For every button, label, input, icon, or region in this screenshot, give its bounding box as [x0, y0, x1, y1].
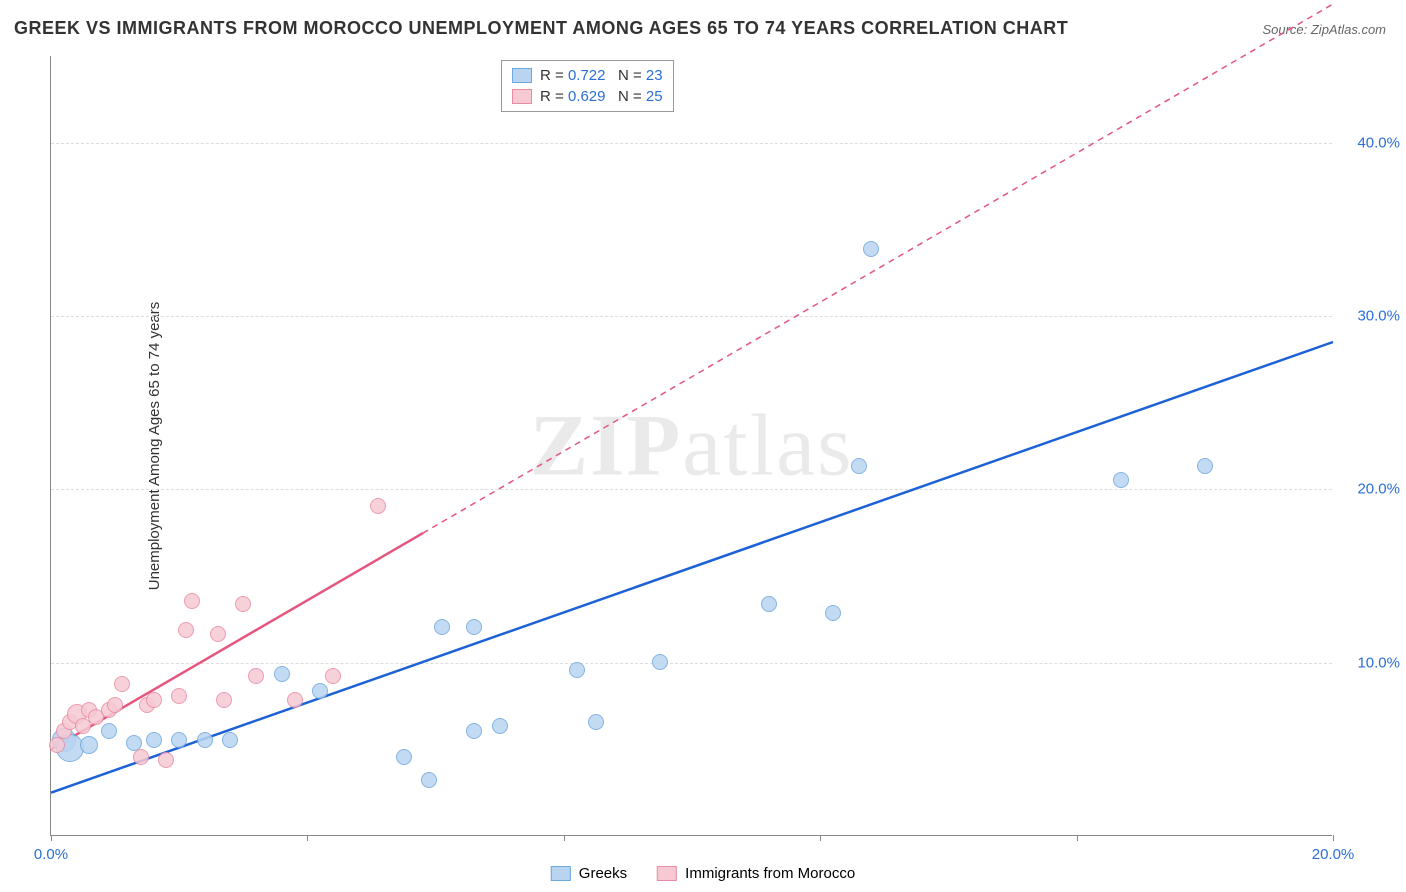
scatter-point [146, 692, 162, 708]
scatter-point [210, 626, 226, 642]
scatter-point [80, 736, 98, 754]
scatter-point [184, 593, 200, 609]
scatter-point [107, 697, 123, 713]
stats-legend: R = 0.722 N = 23 R = 0.629 N = 25 [501, 60, 674, 112]
y-tick-label: 20.0% [1340, 481, 1400, 498]
plot-area: 10.0%20.0%30.0%40.0%0.0%20.0%ZIPatlasR =… [50, 56, 1332, 836]
y-tick-label: 40.0% [1340, 134, 1400, 151]
scatter-point [325, 668, 341, 684]
x-tick-mark [51, 835, 52, 841]
scatter-point [171, 732, 187, 748]
scatter-point [235, 596, 251, 612]
gridline-h [51, 316, 1332, 317]
watermark: ZIPatlas [530, 395, 854, 496]
gridline-h [51, 143, 1332, 144]
scatter-point [133, 749, 149, 765]
scatter-point [588, 714, 604, 730]
gridline-h [51, 489, 1332, 490]
scatter-point [652, 654, 668, 670]
bottom-legend-item: Greeks [551, 865, 627, 882]
scatter-point [569, 662, 585, 678]
scatter-point [396, 749, 412, 765]
scatter-point [863, 241, 879, 257]
x-tick-label: 0.0% [34, 846, 68, 863]
legend-label: Immigrants from Morocco [685, 865, 855, 882]
x-tick-mark [820, 835, 821, 841]
bottom-legend: Greeks Immigrants from Morocco [551, 865, 855, 882]
scatter-point [434, 619, 450, 635]
scatter-point [146, 732, 162, 748]
scatter-point [466, 619, 482, 635]
source-label: Source: ZipAtlas.com [1262, 22, 1386, 37]
scatter-point [274, 666, 290, 682]
scatter-point [851, 458, 867, 474]
scatter-point [171, 688, 187, 704]
scatter-point [178, 622, 194, 638]
x-tick-mark [1077, 835, 1078, 841]
trend-lines [51, 56, 1332, 835]
scatter-point [248, 668, 264, 684]
scatter-point [287, 692, 303, 708]
scatter-point [1197, 458, 1213, 474]
scatter-point [1113, 472, 1129, 488]
stats-legend-row: R = 0.629 N = 25 [502, 86, 673, 107]
stats-legend-row: R = 0.722 N = 23 [502, 65, 673, 86]
scatter-point [158, 752, 174, 768]
bottom-legend-item: Immigrants from Morocco [657, 865, 855, 882]
x-tick-mark [1333, 835, 1334, 841]
legend-swatch [657, 866, 677, 881]
scatter-point [761, 596, 777, 612]
scatter-point [197, 732, 213, 748]
scatter-point [222, 732, 238, 748]
legend-swatch [512, 89, 532, 104]
stats-text: R = 0.629 N = 25 [540, 88, 663, 105]
scatter-point [101, 723, 117, 739]
stats-text: R = 0.722 N = 23 [540, 67, 663, 84]
chart-title: GREEK VS IMMIGRANTS FROM MOROCCO UNEMPLO… [14, 18, 1068, 39]
legend-swatch [551, 866, 571, 881]
gridline-h [51, 663, 1332, 664]
scatter-point [216, 692, 232, 708]
scatter-point [114, 676, 130, 692]
x-tick-mark [564, 835, 565, 841]
scatter-point [492, 718, 508, 734]
y-tick-label: 30.0% [1340, 308, 1400, 325]
y-tick-label: 10.0% [1340, 654, 1400, 671]
scatter-point [825, 605, 841, 621]
scatter-point [370, 498, 386, 514]
scatter-point [466, 723, 482, 739]
scatter-point [312, 683, 328, 699]
scatter-point [421, 772, 437, 788]
legend-label: Greeks [579, 865, 627, 882]
x-tick-label: 20.0% [1312, 846, 1355, 863]
scatter-point [49, 737, 65, 753]
x-tick-mark [307, 835, 308, 841]
legend-swatch [512, 68, 532, 83]
